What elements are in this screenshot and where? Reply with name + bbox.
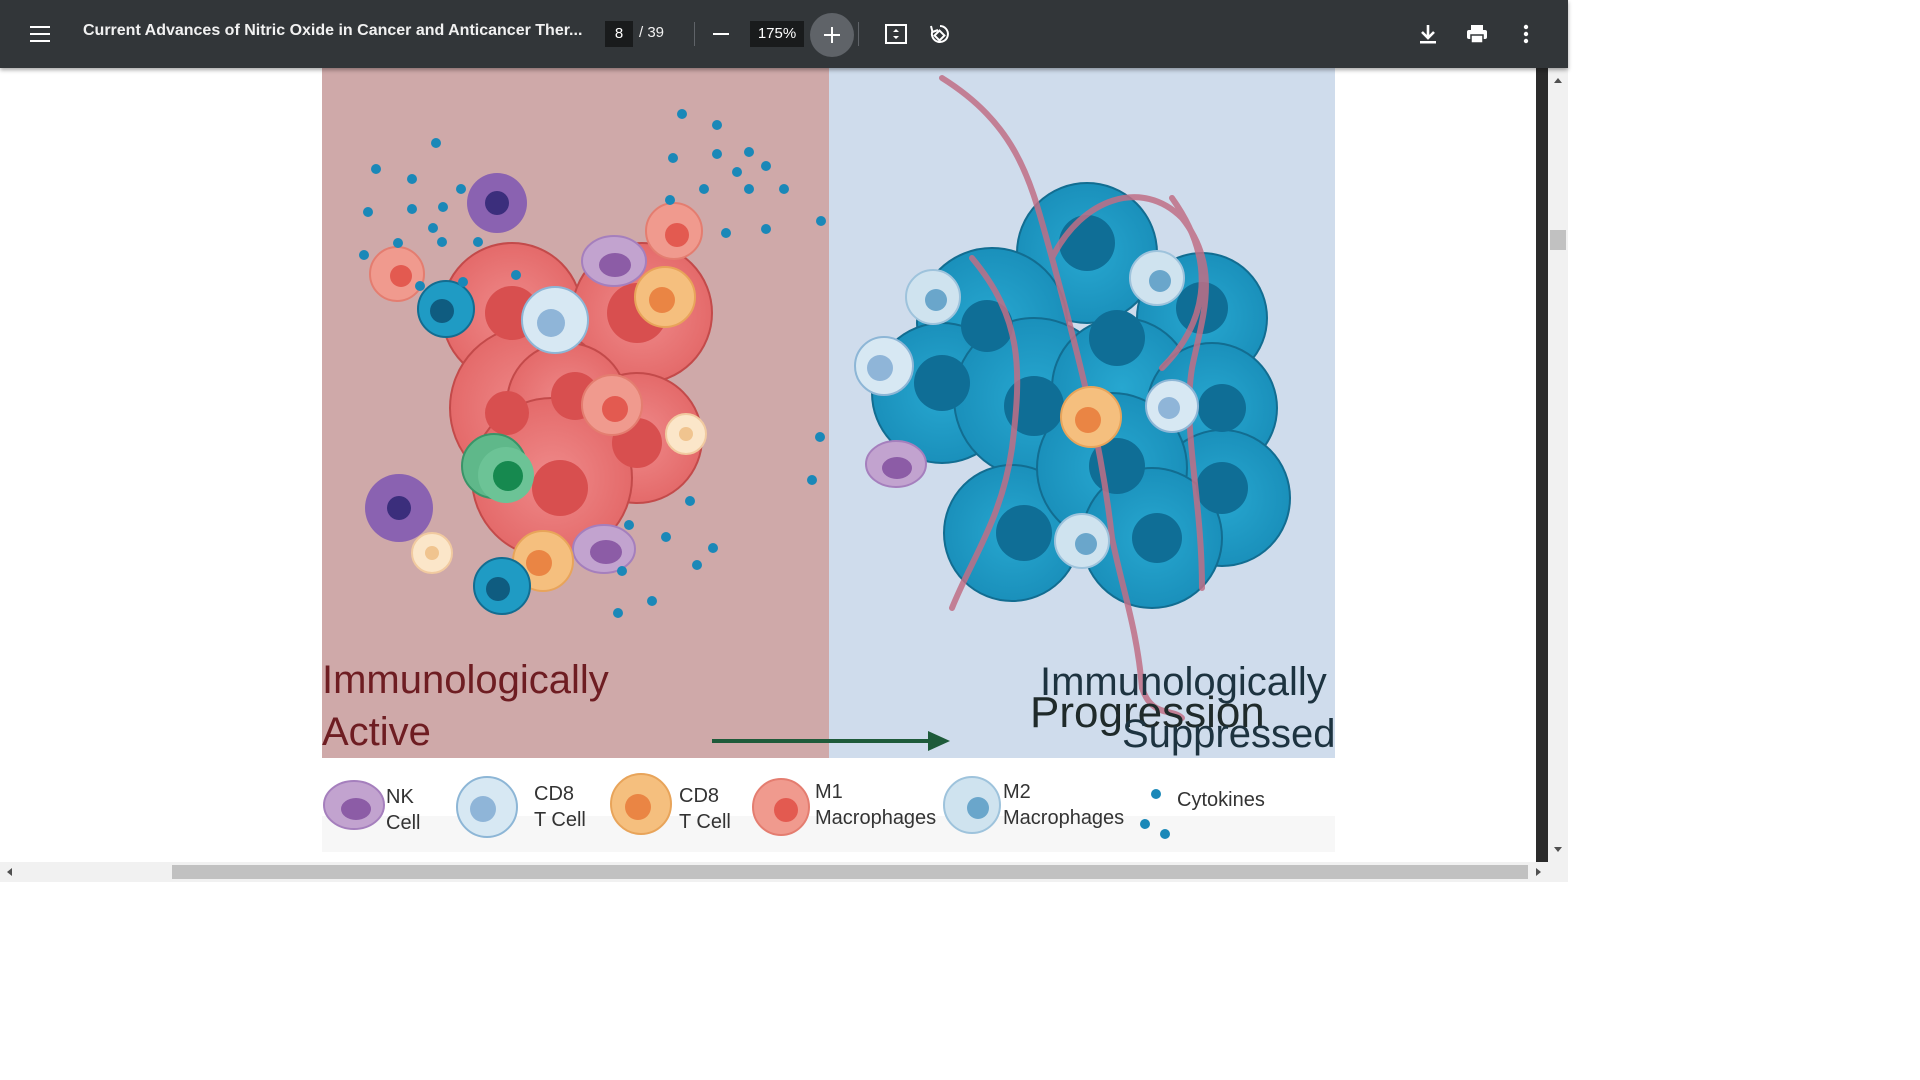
legend-nk-icon [323,780,385,830]
active-label-2: Active [322,710,431,754]
blood-vessels [939,75,1209,721]
more-vert-icon[interactable] [1506,14,1546,54]
blue-cell [417,280,531,615]
legend-cytokines: Cytokines [1177,789,1265,811]
scroll-up-icon[interactable] [1548,70,1568,90]
scroll-down-icon[interactable] [1548,840,1568,860]
pdf-page: Immunologically Active Progression Immun… [322,68,1335,854]
cd8-t-cell-light [854,336,1199,433]
pdf-viewer[interactable]: Immunologically Active Progression Immun… [0,68,1536,862]
page-total: / 39 [639,24,665,41]
legend-m2-icon [943,776,1001,834]
legend-cd8-orange-icon [610,773,672,835]
progression-arrow [712,731,950,751]
document-title: Current Advances of Nitric Oxide in Canc… [83,22,583,39]
menu-icon[interactable] [21,14,61,54]
nk-cell [572,235,647,574]
toolbar-divider [694,22,695,46]
legend-m2-2: Macrophages [1003,807,1125,829]
active-label-1: Immunologically [322,658,609,702]
cd8-t-cell-light [521,286,589,354]
cd8-t-cell-orange [1060,386,1122,448]
suppressed-label-2: Suppressed [1122,712,1336,756]
legend-cd8b-2: T Cell [679,811,731,833]
cytokine-dots [359,109,826,618]
print-icon[interactable] [1457,14,1497,54]
zoom-in-icon[interactable] [810,13,854,57]
horizontal-scroll-thumb[interactable] [172,865,1528,879]
suppressed-label-1: Immunologically [1040,660,1327,704]
legend-cd8a-2: T Cell [534,809,586,831]
page-number-input[interactable]: 8 [605,21,633,47]
cd8-t-cell-orange [512,266,696,592]
scroll-left-icon[interactable] [0,862,20,882]
legend-cd8-light-icon [456,776,518,838]
scroll-right-icon[interactable] [1528,862,1548,882]
legend-m1-2: Macrophages [815,807,937,829]
toolbar-divider [858,22,859,46]
download-icon[interactable] [1408,14,1448,54]
horizontal-scrollbar[interactable] [0,862,1568,882]
zoom-level-input[interactable]: 175% [750,21,804,47]
legend-cd8a-1: CD8 [534,783,575,805]
figure-illustration [322,68,1335,854]
pdf-toolbar: Current Advances of Nitric Oxide in Canc… [0,0,1568,68]
vertical-scroll-thumb[interactable] [1550,230,1566,250]
legend-nk-1: NK [386,786,414,808]
vertical-scrollbar[interactable] [1548,68,1568,862]
zoom-out-icon[interactable] [702,14,742,54]
progression-label: Progression [1030,688,1265,737]
nk-cell [865,440,927,488]
legend-cd8b-1: CD8 [679,785,720,807]
legend-m1-1: M1 [815,781,843,803]
legend-cytokine-icon [1140,789,1170,839]
legend-m1-icon [752,778,810,836]
legend-m2-1: M2 [1003,781,1031,803]
green-cell [461,433,534,503]
fit-page-icon[interactable] [876,14,916,54]
suppressed-nuclei [914,215,1248,563]
legend-nk-2: Cell [386,812,421,834]
nk-cell-spiky [365,173,527,542]
rotate-icon[interactable] [920,14,960,54]
